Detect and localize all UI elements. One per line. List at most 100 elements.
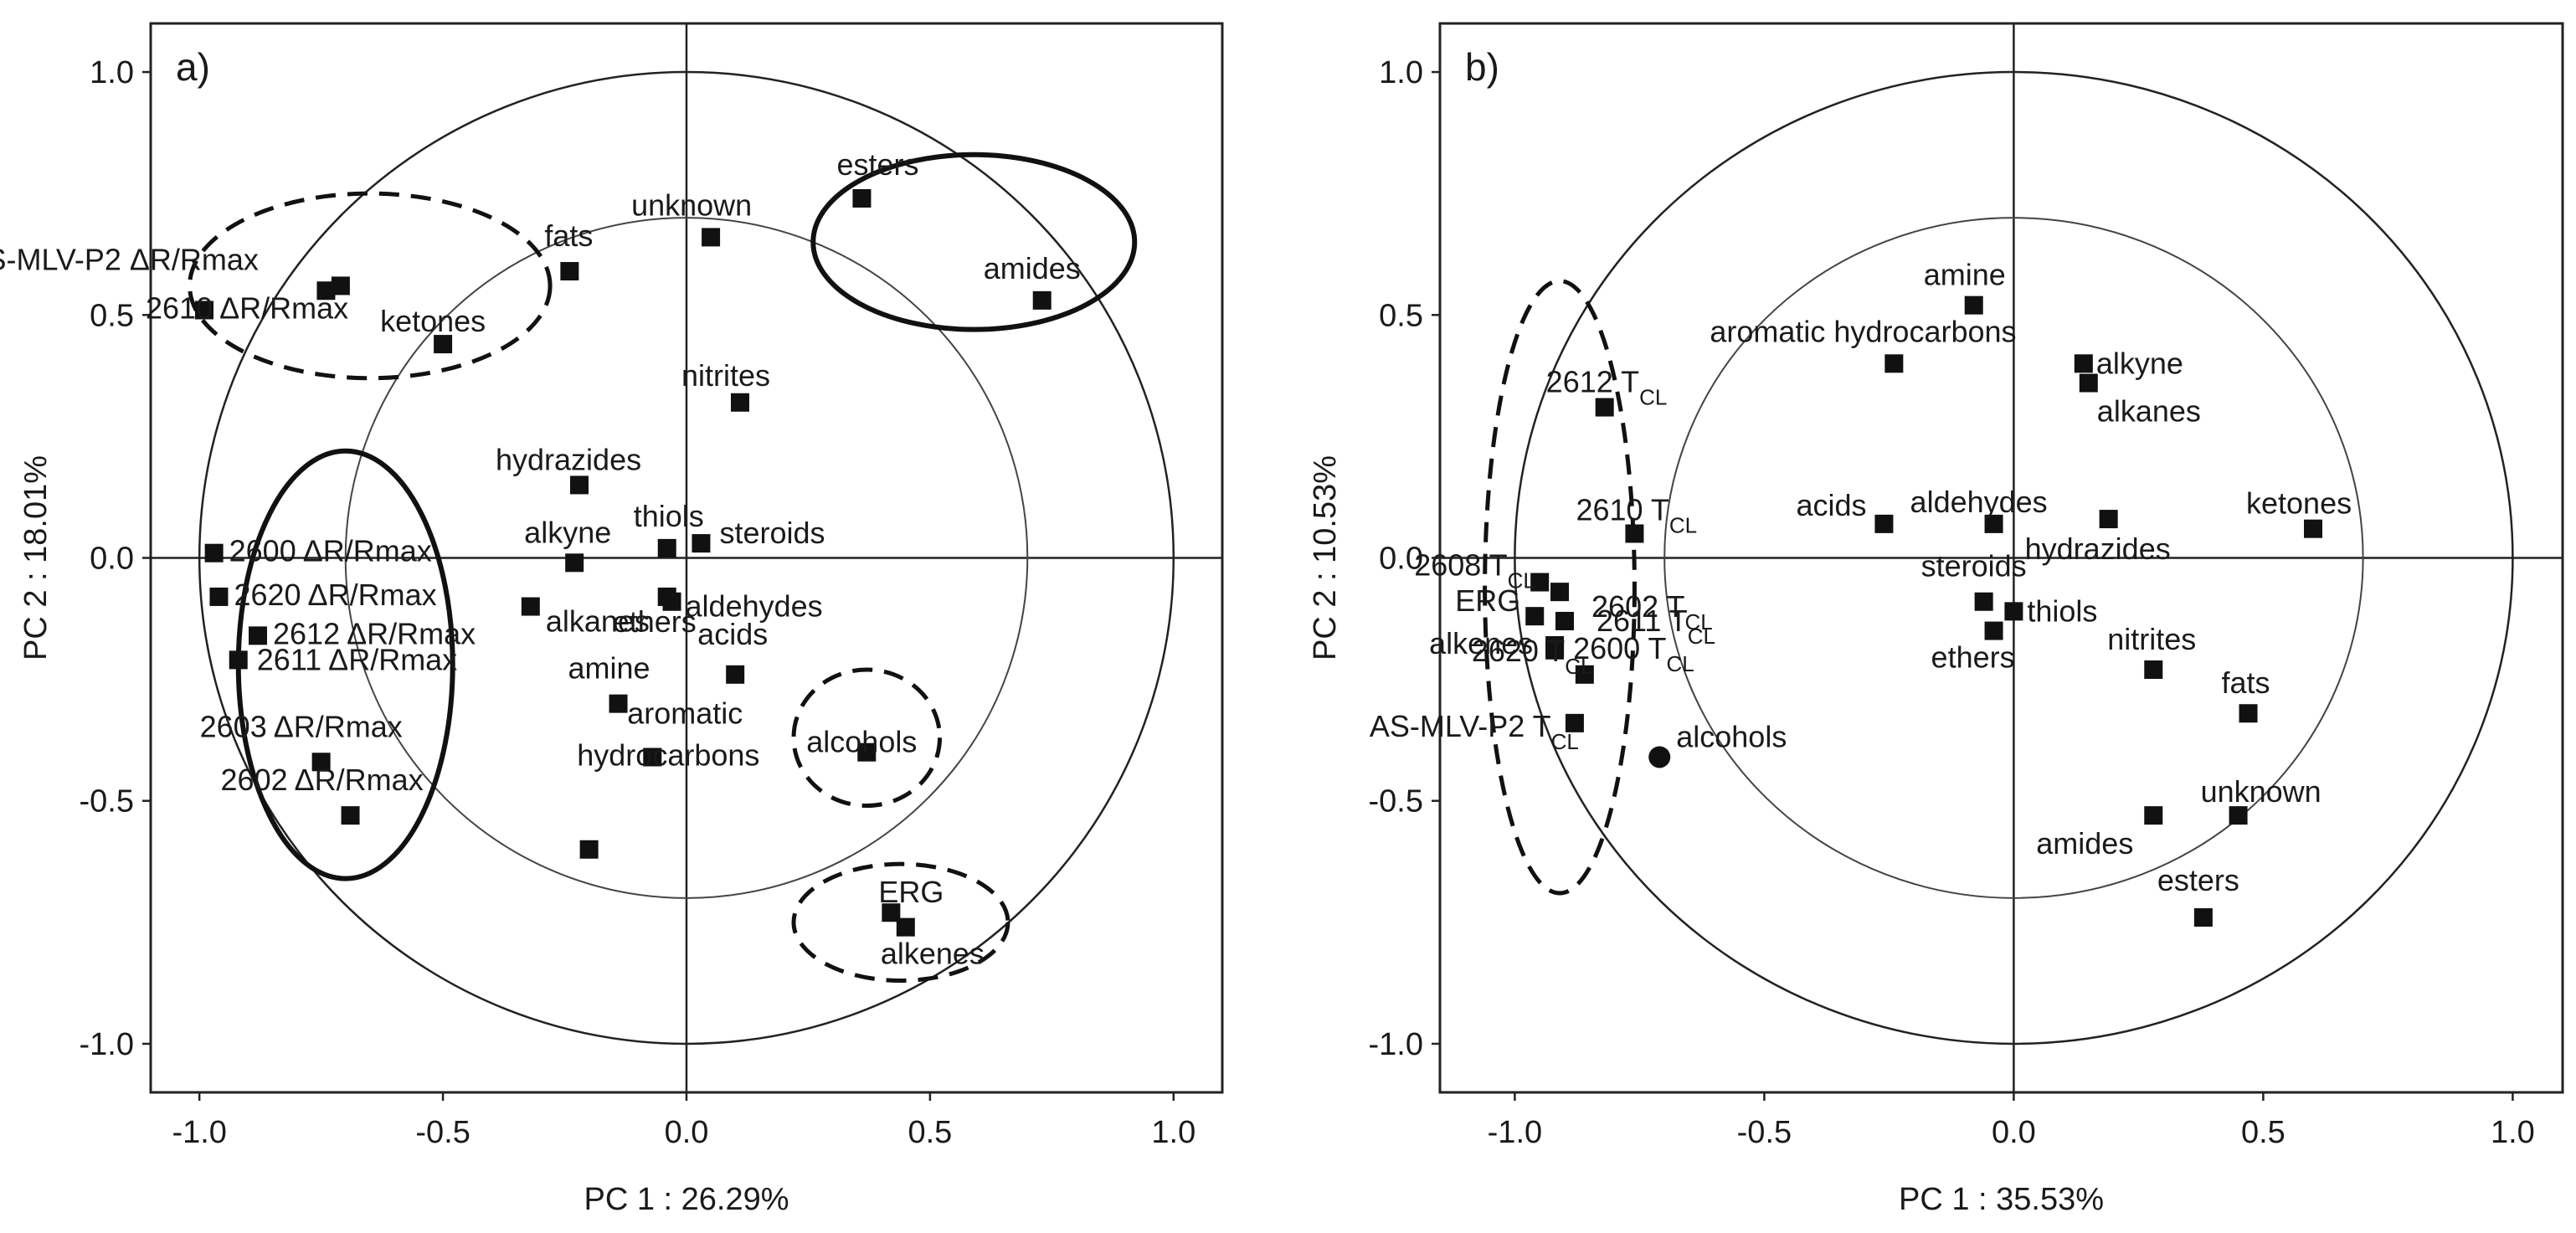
point-label: aldehydes <box>686 589 823 624</box>
x-tick-label: 0.5 <box>908 1115 952 1150</box>
y-tick-label: -0.5 <box>80 784 134 819</box>
x-tick-label: -1.0 <box>1488 1115 1542 1150</box>
data-point <box>2144 660 2163 680</box>
y-tick-label: 0.0 <box>1379 542 1423 577</box>
point-label: fats <box>2222 665 2270 700</box>
y-axis-title: PC 2 : 18.01% <box>18 455 54 660</box>
point-label: 2600 ΔR/Rmax <box>229 534 432 568</box>
data-point <box>565 553 584 573</box>
data-point <box>1874 514 1894 533</box>
data-point <box>1974 592 1993 611</box>
data-point <box>702 228 721 247</box>
group-ellipse-5 <box>791 861 1010 983</box>
point-label: hydrazides <box>2025 532 2171 566</box>
point-label: amides <box>2036 826 2133 861</box>
point-label: acids <box>697 617 768 651</box>
data-point <box>1984 621 2003 640</box>
data-point <box>311 753 331 772</box>
x-tick-label: -0.5 <box>1737 1115 1792 1150</box>
unit-circle <box>1514 70 2514 1045</box>
point-label: esters <box>2157 863 2239 897</box>
point-label: thiols <box>2027 593 2097 628</box>
data-point <box>204 543 224 563</box>
data-point <box>857 742 877 762</box>
point-label: 2602 ΔR/Rmax <box>221 763 424 797</box>
data-point <box>521 597 540 616</box>
point-label: 2610 TCL <box>1576 492 1697 537</box>
point-label: steroids <box>719 516 825 550</box>
point-label: aldehydes <box>1910 485 2048 519</box>
point-label: aromatic hydrocarbons <box>577 696 759 772</box>
point-label: alcohols <box>1676 719 1787 753</box>
data-point <box>1530 573 1550 592</box>
point-label: alkyne <box>524 515 611 549</box>
point-label: AS-MLV-P2 TCL <box>1370 709 1579 754</box>
data-point <box>331 276 350 295</box>
point-label: 2611 TCL <box>1597 604 1715 649</box>
data-point <box>1565 713 1584 732</box>
data-point <box>560 262 579 281</box>
point-label: alkenes <box>881 937 985 971</box>
point-label: alkanes <box>2097 394 2201 429</box>
data-point <box>2229 806 2248 825</box>
data-point <box>1884 354 1904 373</box>
point-label: steroids <box>1921 549 2027 583</box>
point-label: ketones <box>380 304 486 338</box>
data-point <box>896 917 915 937</box>
data-point <box>882 903 901 922</box>
panel-label: a) <box>176 45 210 89</box>
data-point <box>2304 519 2322 538</box>
x-tick-label: 0.0 <box>1992 1115 2036 1150</box>
point-label: aromatic hydrocarbons <box>1710 314 2016 348</box>
point-label: AS-MLV-P2 ΔR/Rmax <box>0 242 259 276</box>
point-label: 2611 ΔR/Rmax <box>257 642 457 676</box>
y-axis-title: PC 2 : 10.53% <box>1308 455 1343 660</box>
y-tick-label: -0.5 <box>1369 784 1423 819</box>
y-tick-label: -1.0 <box>1369 1027 1423 1062</box>
inner-circle <box>344 217 1029 899</box>
unit-circle <box>198 70 1175 1045</box>
y-tick-label: -1.0 <box>80 1027 134 1062</box>
y-tick-label: 0.5 <box>1379 298 1423 333</box>
data-point <box>249 626 267 645</box>
y-tick-label: 1.0 <box>90 55 134 90</box>
x-tick-label: 1.0 <box>1151 1115 1195 1150</box>
point-label: nitrites <box>2107 622 2196 656</box>
data-point <box>2193 908 2213 927</box>
point-label: nitrites <box>681 358 770 393</box>
point-label: 2620 ΔR/Rmax <box>234 578 436 612</box>
point-label: 2610 ΔR/Rmax <box>146 290 348 325</box>
point-label: alkenes <box>1429 626 1533 660</box>
point-label: alcohols <box>806 725 917 759</box>
data-point <box>1032 290 1051 310</box>
point-label: 2612 TCL <box>1546 365 1668 410</box>
point-label: esters <box>836 147 918 182</box>
group-ellipse-1 <box>1483 279 1637 896</box>
data-point <box>2079 373 2098 393</box>
data-point <box>570 475 589 495</box>
data-point <box>1545 640 1565 660</box>
data-point <box>609 694 628 713</box>
point-label: ERG <box>1455 583 1520 618</box>
data-point <box>2144 806 2163 825</box>
point-label: amine <box>1924 258 2006 292</box>
point-label: ERG <box>878 875 944 909</box>
data-point <box>2074 354 2093 373</box>
data-point <box>1964 295 1983 315</box>
point-label: 2602 TCL <box>1591 589 1713 634</box>
data-point <box>1555 611 1574 630</box>
data-point <box>1595 398 1614 417</box>
x-tick-label: 0.5 <box>2241 1115 2285 1150</box>
point-label: alkanes <box>546 604 650 639</box>
data-point <box>2099 510 2118 529</box>
point-label: 2603 ΔR/Rmax <box>200 709 403 743</box>
point-label: 2608 TCL <box>1414 548 1535 593</box>
data-point <box>229 650 248 670</box>
x-tick-label: 1.0 <box>2491 1115 2535 1150</box>
data-point <box>341 806 360 825</box>
data-point <box>657 538 676 557</box>
data-point <box>1984 514 2003 533</box>
x-tick-label: 0.0 <box>665 1115 709 1150</box>
data-point <box>1550 583 1570 602</box>
